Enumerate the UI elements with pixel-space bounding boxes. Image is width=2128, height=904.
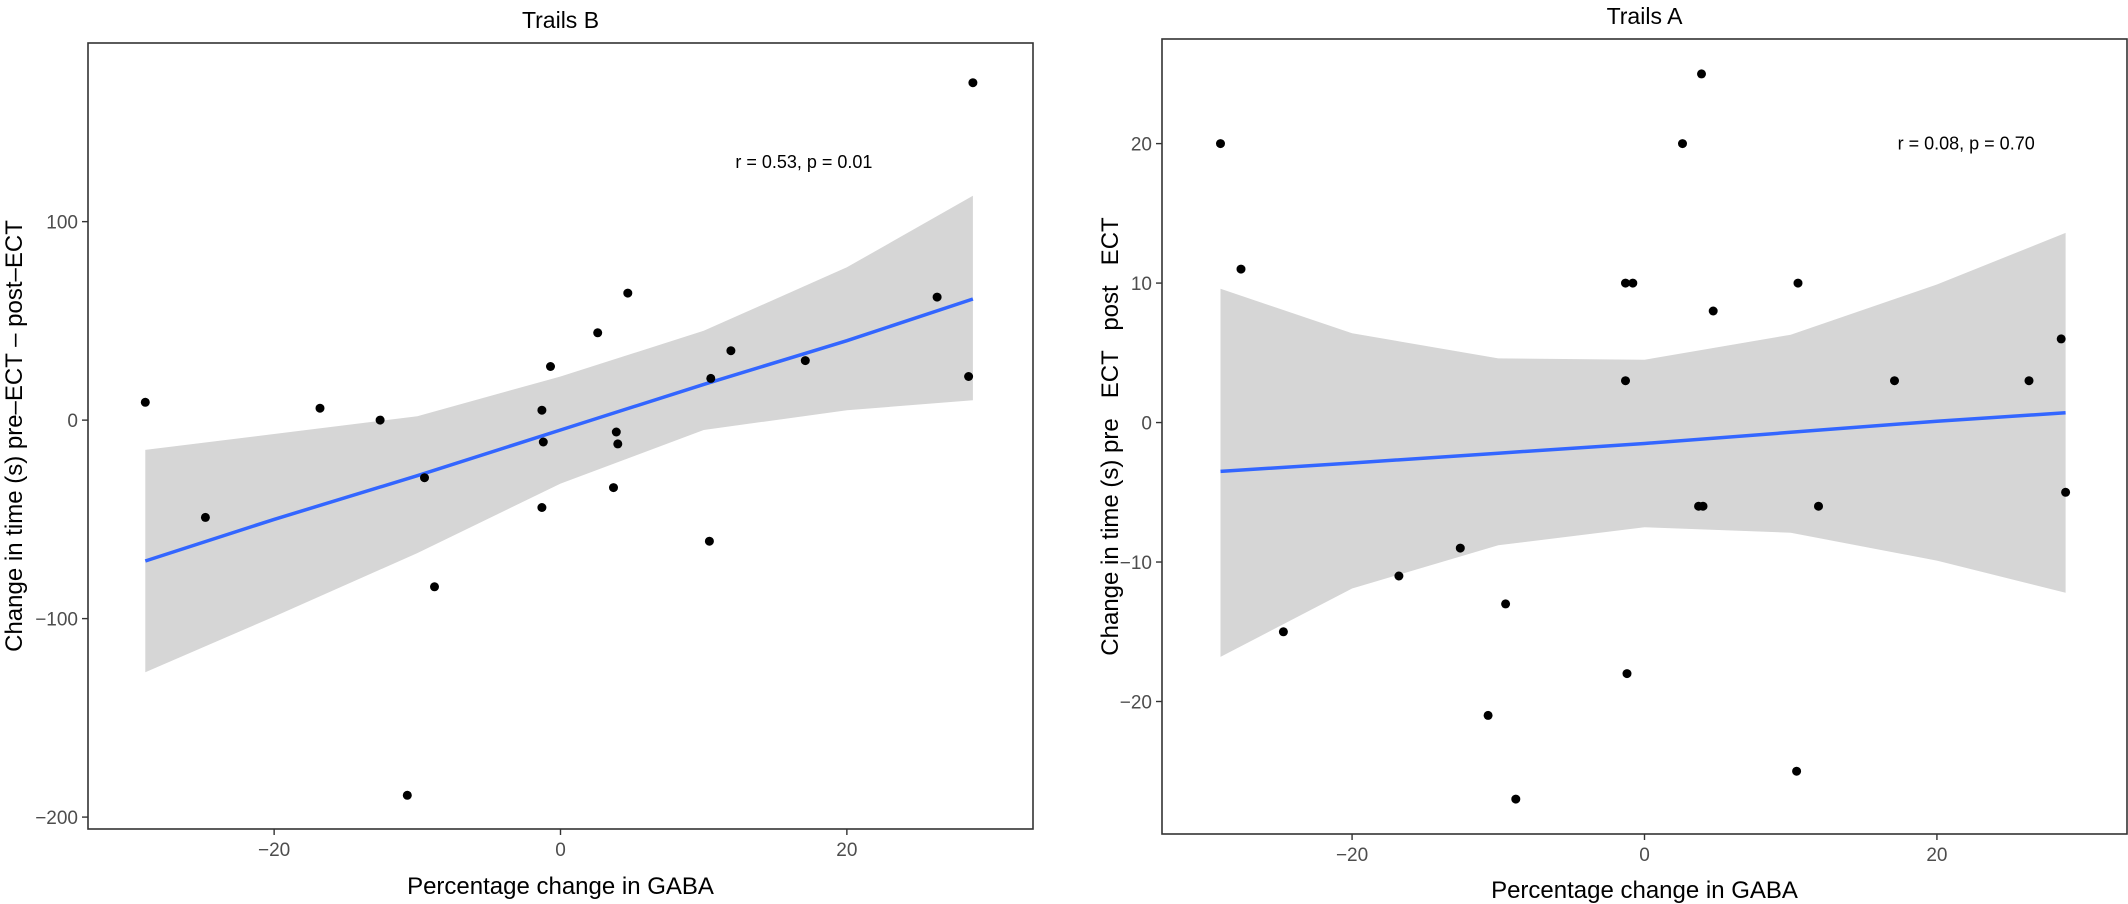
data-point <box>537 503 547 512</box>
data-point <box>1501 599 1511 609</box>
data-point <box>1236 264 1246 274</box>
y-tick-label: −20 <box>1120 693 1152 714</box>
data-point <box>964 372 974 381</box>
data-point <box>200 512 210 522</box>
data-point <box>1793 278 1803 288</box>
x-axis-title: Percentage change in GABA <box>1491 877 1798 904</box>
data-point <box>1698 501 1708 511</box>
x-tick-label: 20 <box>1926 845 1947 866</box>
data-point <box>611 427 621 437</box>
x-tick-label: −20 <box>258 840 290 861</box>
data-point <box>704 536 714 546</box>
data-point <box>1621 278 1630 288</box>
y-tick-label: 100 <box>46 213 78 234</box>
data-point <box>1628 278 1638 288</box>
y-tick-label: −100 <box>35 610 78 631</box>
data-point <box>537 405 547 415</box>
data-point <box>800 356 810 366</box>
data-point <box>593 328 603 338</box>
confidence-band <box>145 195 973 673</box>
data-point <box>375 415 385 425</box>
x-tick-label: 0 <box>1639 845 1650 866</box>
data-point <box>1678 139 1687 149</box>
data-point <box>315 403 325 413</box>
y-tick-label: 0 <box>67 411 78 432</box>
regression-line <box>144 297 974 563</box>
data-point <box>2061 487 2071 497</box>
x-tick-label: 20 <box>836 840 857 861</box>
y-tick-label: 0 <box>1141 414 1152 435</box>
data-point <box>968 78 978 88</box>
y-axis-title: Change in time (s) pre ECT post ECT <box>1097 217 1124 656</box>
data-point <box>1394 571 1404 581</box>
data-point <box>1621 376 1630 386</box>
data-point <box>623 288 633 298</box>
data-point <box>706 373 716 383</box>
data-point <box>538 437 548 447</box>
correlation-annotation: r = 0.08, p = 0.70 <box>1898 134 2035 154</box>
y-tick-label: 10 <box>1131 274 1152 295</box>
data-point <box>1278 627 1288 637</box>
data-point <box>546 362 555 371</box>
data-point <box>2024 376 2034 386</box>
data-point <box>2056 334 2066 344</box>
panel-title: Trails A <box>1607 3 1683 29</box>
data-point <box>402 790 412 800</box>
data-point <box>140 397 150 407</box>
x-tick-label: 0 <box>555 840 566 861</box>
trails-a-panel: −20 0 20 −20 −10 0 10 20 Trails A Percentage chan… <box>1097 3 2128 904</box>
y-axis-title: Change in time (s) pre–ECT – post–ECT <box>1 220 28 652</box>
regression-line <box>1220 411 2066 474</box>
data-point <box>1792 766 1802 776</box>
y-tick-label: −10 <box>1120 553 1152 574</box>
data-point <box>1216 139 1225 149</box>
data-point <box>609 483 618 493</box>
correlation-annotation: r = 0.53, p = 0.01 <box>735 152 872 172</box>
data-point <box>1708 306 1718 316</box>
data-point <box>1890 376 1899 386</box>
x-axis-title: Percentage change in GABA <box>407 873 714 900</box>
data-point <box>1455 543 1465 553</box>
data-point <box>1622 669 1632 679</box>
data-point <box>613 439 623 449</box>
data-point <box>726 346 736 356</box>
data-point <box>932 292 942 302</box>
data-point <box>1511 794 1521 804</box>
data-point <box>420 473 429 483</box>
data-point <box>1814 501 1823 511</box>
y-tick-label: −200 <box>35 808 78 829</box>
panel-title: Trails B <box>522 7 599 33</box>
x-tick-label: −20 <box>1336 845 1368 866</box>
data-point <box>430 582 439 592</box>
y-tick-label: 20 <box>1131 135 1152 156</box>
data-point <box>1483 710 1493 720</box>
data-point <box>1697 69 1706 79</box>
